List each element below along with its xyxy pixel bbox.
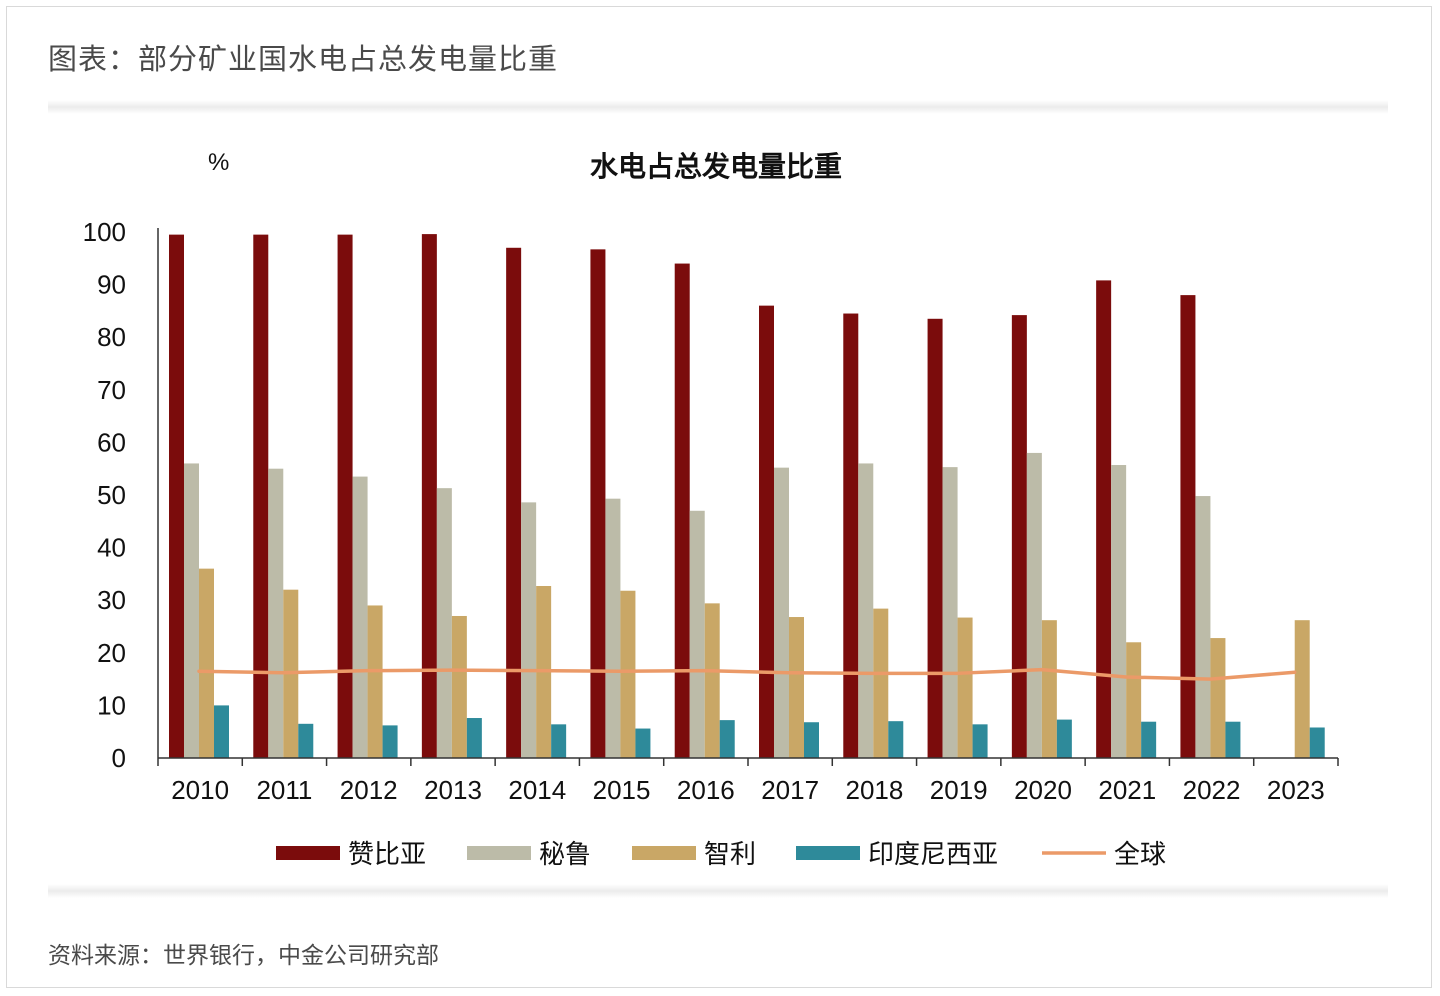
bar-3-2019 bbox=[957, 617, 973, 758]
bar-3-2012 bbox=[367, 605, 383, 758]
y-tick-label-90: 90 bbox=[97, 270, 126, 300]
bar-4-2015 bbox=[635, 728, 651, 758]
bar-2-2013 bbox=[436, 488, 452, 758]
top-divider bbox=[48, 100, 1388, 114]
bar-2-2018 bbox=[858, 463, 874, 758]
bar-3-2020 bbox=[1041, 620, 1057, 758]
x-tick-label-2016: 2016 bbox=[677, 775, 735, 805]
y-tick-label-60: 60 bbox=[97, 427, 126, 457]
bar-3-2017 bbox=[789, 617, 804, 758]
bar-2-2019 bbox=[942, 467, 958, 758]
legend-label-3: 智利 bbox=[704, 840, 756, 870]
y-tick-label-50: 50 bbox=[97, 480, 126, 510]
legend-swatch-3 bbox=[632, 846, 696, 860]
y-tick-label-100: 100 bbox=[83, 217, 126, 247]
bar-1-2014 bbox=[506, 247, 522, 758]
bar-2-2017 bbox=[774, 467, 789, 758]
bar-1-2022 bbox=[1180, 295, 1196, 758]
bar-4-2016 bbox=[719, 720, 735, 758]
bar-2-2010 bbox=[184, 463, 199, 758]
axes-layer: 0 10 20 30 40 50 60 70 80 90 100 2010 2011 2012 2013 20… bbox=[83, 217, 1339, 805]
bar-4-2010 bbox=[214, 705, 229, 758]
y-tick-label-20: 20 bbox=[97, 638, 126, 668]
figure-title: 图表：部分矿业国水电占总发电量比重 bbox=[48, 42, 559, 76]
bar-2-2014 bbox=[521, 502, 537, 758]
x-tick-label-2021: 2021 bbox=[1098, 775, 1156, 805]
y-tick-label-40: 40 bbox=[97, 533, 126, 563]
y-tick-label-70: 70 bbox=[97, 375, 126, 405]
legend: 赞比亚 秘鲁 智利 印度尼西亚 全球 bbox=[276, 840, 1166, 870]
bar-3-2018 bbox=[873, 608, 889, 758]
x-tick-label-2017: 2017 bbox=[761, 775, 819, 805]
bar-2-2021 bbox=[1111, 465, 1127, 758]
bar-4-2023 bbox=[1309, 727, 1325, 758]
bar-1-2016 bbox=[674, 263, 690, 758]
x-tick-label-2012: 2012 bbox=[340, 775, 398, 805]
x-tick-label-2018: 2018 bbox=[846, 775, 904, 805]
bar-3-2016 bbox=[704, 603, 720, 758]
bar-4-2012 bbox=[382, 725, 398, 758]
bar-3-2013 bbox=[451, 615, 467, 758]
bar-2-2012 bbox=[352, 476, 368, 758]
source-note: 资料来源：世界银行，中金公司研究部 bbox=[48, 943, 439, 969]
bar-4-2022 bbox=[1225, 721, 1241, 758]
bar-1-2018 bbox=[843, 313, 859, 758]
bar-1-2013 bbox=[421, 234, 437, 758]
y-tick-label-0: 0 bbox=[112, 743, 126, 773]
bar-2-2011 bbox=[268, 468, 284, 758]
y-tick-label-10: 10 bbox=[97, 690, 126, 720]
bar-3-2022 bbox=[1210, 638, 1226, 758]
bar-4-2011 bbox=[298, 723, 314, 758]
x-tick-label-2019: 2019 bbox=[930, 775, 988, 805]
x-tick-label-2015: 2015 bbox=[593, 775, 651, 805]
legend-swatch-2 bbox=[467, 846, 531, 860]
x-tick-label-2023: 2023 bbox=[1267, 775, 1325, 805]
bar-3-2023 bbox=[1294, 620, 1310, 758]
y-tick-label-30: 30 bbox=[97, 585, 126, 615]
y-tick-label-80: 80 bbox=[97, 322, 126, 352]
x-tick-label-2022: 2022 bbox=[1183, 775, 1241, 805]
bar-2-2022 bbox=[1195, 496, 1211, 758]
legend-swatch-1 bbox=[276, 846, 340, 860]
bar-1-2011 bbox=[253, 234, 269, 758]
bars-layer bbox=[169, 234, 1325, 758]
bar-1-2019 bbox=[927, 318, 943, 758]
x-tick-label-2011: 2011 bbox=[256, 775, 312, 805]
chart-title: 水电占总发电量比重 bbox=[590, 150, 842, 183]
bar-1-2017 bbox=[759, 305, 774, 758]
bar-4-2017 bbox=[804, 722, 819, 758]
bar-4-2013 bbox=[466, 718, 482, 758]
bar-1-2020 bbox=[1011, 315, 1027, 758]
x-tick-label-2020: 2020 bbox=[1014, 775, 1072, 805]
line-series-1 bbox=[197, 667, 1297, 681]
legend-swatch-4 bbox=[796, 846, 860, 860]
legend-label-1: 赞比亚 bbox=[348, 840, 426, 870]
y-axis-unit-label: % bbox=[208, 149, 229, 176]
bar-3-2015 bbox=[620, 590, 636, 758]
legend-label-4: 印度尼西亚 bbox=[868, 840, 998, 870]
line-layer bbox=[197, 667, 1297, 681]
bar-2-2015 bbox=[605, 498, 621, 758]
legend-label-5: 全球 bbox=[1114, 840, 1166, 870]
bar-4-2014 bbox=[551, 724, 567, 758]
bar-1-2012 bbox=[337, 234, 353, 758]
bar-2-2016 bbox=[689, 510, 705, 758]
bar-4-2020 bbox=[1056, 719, 1072, 758]
bar-1-2010 bbox=[169, 234, 184, 758]
x-tick-label-2010: 2010 bbox=[171, 775, 229, 805]
bar-2-2020 bbox=[1026, 452, 1042, 758]
bar-3-2021 bbox=[1126, 642, 1142, 758]
bar-4-2021 bbox=[1141, 721, 1157, 758]
bottom-divider bbox=[48, 884, 1388, 898]
bar-3-2010 bbox=[199, 568, 214, 758]
x-tick-label-2014: 2014 bbox=[508, 775, 566, 805]
legend-label-2: 秘鲁 bbox=[539, 840, 591, 870]
x-tick-label-2013: 2013 bbox=[424, 775, 482, 805]
bar-4-2018 bbox=[888, 721, 904, 758]
bar-1-2015 bbox=[590, 249, 606, 758]
bar-1-2021 bbox=[1096, 280, 1112, 758]
bar-4-2019 bbox=[972, 724, 988, 758]
